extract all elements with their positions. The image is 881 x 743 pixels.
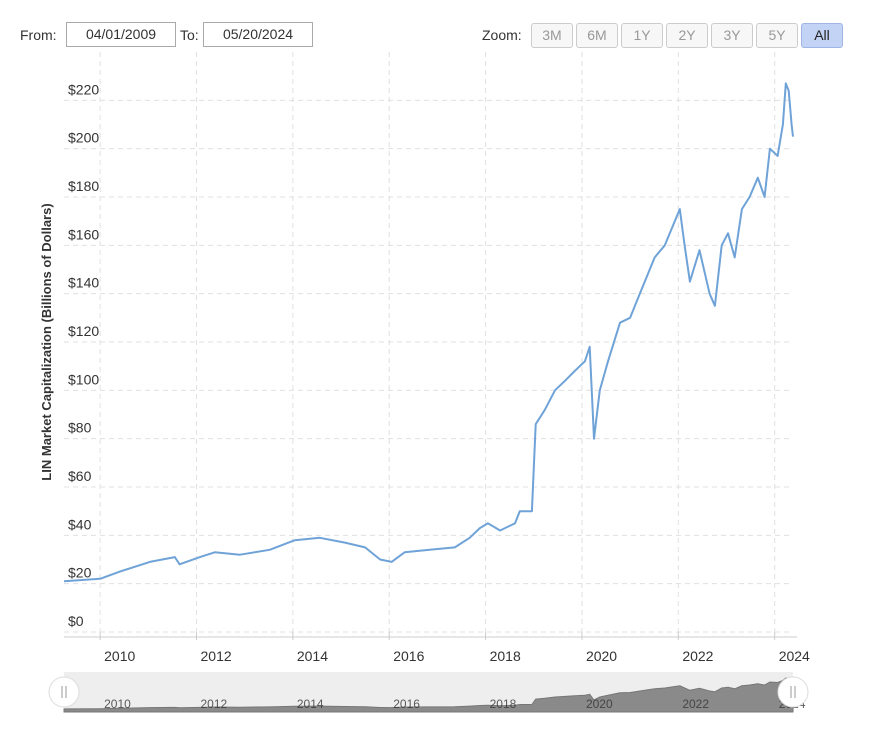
y-tick-label: $60 — [68, 468, 92, 484]
x-tick-label: 2012 — [201, 648, 232, 664]
x-tick-label: 2022 — [682, 648, 713, 664]
zoom-button[interactable]: 6M — [576, 23, 618, 48]
zoom-button[interactable]: 5Y — [756, 23, 798, 48]
x-tick-label: 2014 — [297, 648, 328, 664]
zoom-button[interactable]: 1Y — [621, 23, 663, 48]
x-tick-label: 2016 — [393, 648, 424, 664]
zoom-button[interactable]: 3M — [531, 23, 573, 48]
y-tick-label: $120 — [68, 323, 99, 339]
x-tick-label: 2018 — [490, 648, 521, 664]
navigator-series — [63, 677, 794, 713]
y-tick-label: $220 — [68, 81, 99, 97]
x-tick-label: 2010 — [104, 648, 135, 664]
navigator-handle — [48, 676, 80, 708]
y-tick-label: $140 — [68, 275, 99, 291]
y-tick-label: $160 — [68, 226, 99, 242]
y-tick-label: $100 — [68, 371, 99, 387]
to-label: To: — [180, 27, 199, 43]
navigator-label: 2020 — [586, 697, 613, 711]
y-tick-label: $20 — [68, 565, 92, 581]
navigator-label: 2016 — [393, 697, 420, 711]
y-tick-label: $80 — [68, 420, 92, 436]
line-series — [63, 82, 794, 583]
navigator-label: 2012 — [201, 697, 228, 711]
navigator-label: 2018 — [490, 697, 517, 711]
to-input[interactable]: 05/20/2024 — [203, 22, 313, 47]
y-tick-label: $40 — [68, 516, 92, 532]
y-tick-label: $0 — [68, 613, 84, 629]
zoom-button[interactable]: 2Y — [666, 23, 708, 48]
x-tick-label: 2024 — [779, 648, 810, 664]
x-tick-label: 2020 — [586, 648, 617, 664]
zoom-label: Zoom: — [482, 27, 522, 43]
from-input[interactable]: 04/01/2009 — [66, 22, 176, 47]
from-label: From: — [20, 27, 57, 43]
navigator-label: 2022 — [682, 697, 709, 711]
zoom-button[interactable]: 3Y — [711, 23, 753, 48]
navigator-handle — [777, 676, 809, 708]
navigator-label: 2014 — [297, 697, 324, 711]
y-axis-label: LIN Market Capitalization (Billions of D… — [39, 203, 54, 480]
zoom-button[interactable]: All — [801, 23, 843, 48]
navigator-label: 2010 — [104, 697, 131, 711]
y-tick-label: $180 — [68, 178, 99, 194]
y-tick-label: $200 — [68, 130, 99, 146]
